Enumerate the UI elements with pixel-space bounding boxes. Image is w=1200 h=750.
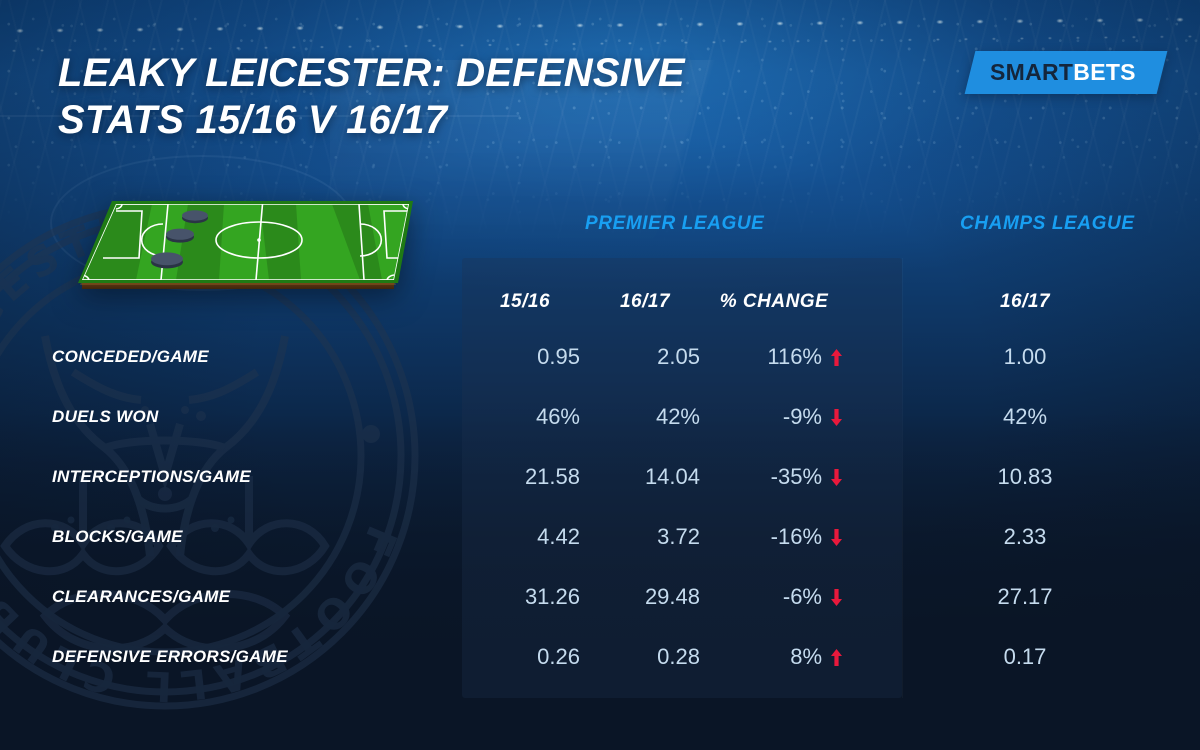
cell-cl-1617: 1.00 bbox=[1003, 344, 1047, 369]
table-row: CLEARANCES/GAME 31.26 29.48 -6% 27.17 bbox=[0, 567, 1200, 627]
cell-1516: 46% bbox=[535, 404, 580, 429]
column-header-1617: 16/17 bbox=[619, 291, 671, 312]
cell-pct-change: -16% bbox=[706, 524, 842, 550]
cell-pct-change: -35% bbox=[706, 464, 842, 490]
cell-1516: 21.58 bbox=[524, 464, 580, 489]
pitch-counter bbox=[151, 210, 208, 269]
cell-1516: 31.26 bbox=[524, 584, 580, 609]
cell-1516: 0.95 bbox=[537, 344, 580, 369]
table-header-row: 15/16 16/17 % CHANGE 16/17 bbox=[0, 272, 1200, 332]
trend-arrow-down-icon bbox=[831, 588, 842, 606]
row-label: CLEARANCES/GAME bbox=[52, 587, 231, 606]
cell-pct-change: -9% bbox=[706, 404, 842, 430]
cell-1617: 3.72 bbox=[657, 524, 700, 549]
group-header-premier-league: PREMIER LEAGUE bbox=[585, 213, 765, 234]
row-label: INTERCEPTIONS/GAME bbox=[52, 467, 252, 486]
cell-cl-1617: 42% bbox=[1002, 404, 1048, 429]
pct-change-value: 116% bbox=[767, 344, 822, 369]
page-title-line-2: STATS 15/16 V 16/17 bbox=[58, 98, 448, 142]
trend-arrow-down-icon bbox=[831, 408, 842, 426]
trend-arrow-down-icon bbox=[831, 528, 842, 546]
cell-pct-change: 8% bbox=[706, 644, 842, 670]
cell-1516: 4.42 bbox=[537, 524, 580, 549]
trend-arrow-down-icon bbox=[831, 468, 842, 486]
pct-change-value: -35% bbox=[770, 464, 822, 489]
trend-arrow-up-icon bbox=[831, 648, 842, 666]
column-header-pct-change: % CHANGE bbox=[719, 291, 829, 312]
pct-change-value: -6% bbox=[782, 584, 822, 609]
table-row: DEFENSIVE ERRORS/GAME 0.26 0.28 8% 0.17 bbox=[0, 627, 1200, 687]
cell-1617: 42% bbox=[655, 404, 700, 429]
pct-change-value: -16% bbox=[770, 524, 822, 549]
cell-1516: 0.26 bbox=[537, 644, 580, 669]
cell-pct-change: 116% bbox=[706, 344, 842, 370]
pct-change-value: 8% bbox=[790, 644, 822, 669]
group-header-champs-league: CHAMPS LEAGUE bbox=[960, 213, 1135, 234]
stats-panel-background bbox=[462, 258, 902, 698]
column-header-cl-1617: 16/17 bbox=[999, 291, 1051, 312]
row-label: BLOCKS/GAME bbox=[52, 527, 183, 546]
table-row: CONCEDED/GAME 0.95 2.05 116% 1.00 bbox=[0, 327, 1200, 387]
pct-change-value: -9% bbox=[782, 404, 822, 429]
page-title: LEAKY LEICESTER: DEFENSIVE STATS 15/16 V… bbox=[58, 50, 758, 144]
row-label: DUELS WON bbox=[52, 407, 159, 426]
row-label: CONCEDED/GAME bbox=[52, 347, 209, 366]
cell-cl-1617: 2.33 bbox=[1003, 524, 1047, 549]
cell-1617: 14.04 bbox=[644, 464, 700, 489]
football-pitch-icon bbox=[64, 192, 424, 307]
cell-cl-1617: 0.17 bbox=[1003, 644, 1047, 669]
cell-pct-change: -6% bbox=[706, 584, 842, 610]
cell-cl-1617: 10.83 bbox=[997, 464, 1053, 489]
trend-arrow-up-icon bbox=[831, 348, 842, 366]
table-row: INTERCEPTIONS/GAME 21.58 14.04 -35% 10.8… bbox=[0, 447, 1200, 507]
table-row: BLOCKS/GAME 4.42 3.72 -16% 2.33 bbox=[0, 507, 1200, 567]
table-row: DUELS WON 46% 42% -9% 42% bbox=[0, 387, 1200, 447]
cell-cl-1617: 27.17 bbox=[997, 584, 1053, 609]
cell-1617: 2.05 bbox=[657, 344, 700, 369]
row-label: DEFENSIVE ERRORS/GAME bbox=[52, 647, 288, 666]
column-header-1516: 15/16 bbox=[499, 291, 551, 312]
cell-1617: 0.28 bbox=[657, 644, 700, 669]
cell-1617: 29.48 bbox=[644, 584, 700, 609]
page-title-line-1: LEAKY LEICESTER: DEFENSIVE bbox=[58, 51, 685, 95]
